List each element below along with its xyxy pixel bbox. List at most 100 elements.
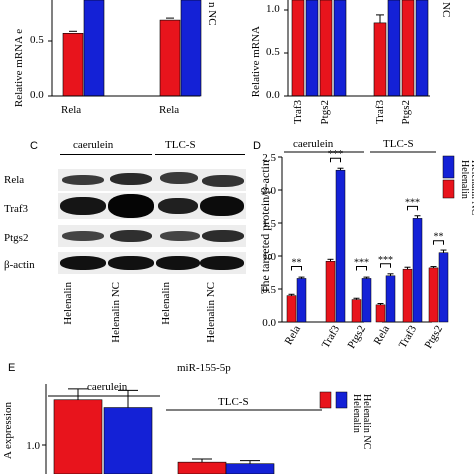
lane-label-4: Helenalin NC	[205, 282, 217, 343]
panel-b-cat-2: Traf3	[374, 100, 386, 125]
panel-e-chart: 1.0 caerulein TLC-S Helenalin Helenalin NC	[26, 381, 372, 474]
blot-band	[156, 256, 200, 270]
bar	[361, 278, 372, 323]
blot-band	[60, 256, 106, 270]
bar	[159, 19, 181, 97]
category-label: Traf3	[320, 323, 343, 350]
panel-a-tick-0: 0.5	[30, 34, 44, 46]
blot-band	[62, 231, 104, 241]
panel-d-letter: D	[253, 140, 261, 152]
lane-label-2: Helenalin NC	[110, 282, 122, 343]
panel-a-chart	[48, 0, 202, 97]
y-tick-label: 2.0	[262, 185, 276, 197]
significance-label: ***	[328, 149, 343, 160]
panel-c-group-caerulein-line	[60, 154, 152, 155]
significance-bracket	[433, 240, 444, 245]
category-label: Rela	[372, 323, 393, 347]
group-label-tlcs: TLC-S	[218, 396, 249, 408]
blot-band	[202, 175, 244, 187]
panel-b-cat-1: Ptgs2	[319, 100, 331, 125]
significance-label: ***	[405, 197, 420, 208]
legend-swatch-blue	[335, 391, 348, 409]
bar	[319, 0, 333, 97]
panel-b-legend-partial: NC	[440, 2, 452, 18]
y-tick-label: 1.0	[26, 440, 40, 452]
panel-b-tick-1: 0.5	[266, 46, 280, 58]
panel-c-letter: C	[30, 140, 38, 152]
bar	[53, 399, 103, 474]
bar	[438, 252, 449, 323]
legend-label-helenalin: Helenalin	[459, 160, 470, 199]
y-tick-label: 0.0	[262, 317, 276, 329]
panel-a-cat-1: Rela	[159, 104, 180, 116]
blot-band	[202, 230, 244, 242]
panel-e-letter: E	[8, 362, 16, 374]
bar	[385, 275, 396, 323]
blot-band	[108, 194, 154, 218]
bar	[375, 304, 386, 323]
legend-label-helenalin-nc: Helenalin NC	[361, 394, 372, 450]
legend-swatch-red	[442, 179, 455, 199]
y-tick-label: 1.0	[262, 251, 276, 263]
bar	[291, 0, 305, 97]
legend-swatch-blue	[442, 155, 455, 179]
bar	[351, 299, 362, 323]
significance-bracket	[407, 205, 418, 211]
blot-label-rela: Rela	[4, 174, 25, 186]
category-label: Traf3	[397, 323, 420, 350]
bar	[103, 407, 153, 474]
panel-c-group-caerulein: caerulein	[73, 139, 114, 151]
bar	[415, 0, 429, 97]
bar	[296, 278, 307, 323]
bar	[62, 32, 84, 97]
panel-e-title: miR-155-5p	[177, 362, 231, 374]
bar	[83, 0, 105, 97]
legend-label-helenalin: Helenalin	[351, 394, 362, 433]
panel-a-tick-1: 0.0	[30, 89, 44, 101]
blot-row-ptgs2	[58, 225, 246, 247]
significance-label: **	[434, 232, 444, 243]
blot-label-traf3: Traf3	[4, 203, 29, 215]
blot-band	[110, 230, 152, 242]
bar	[402, 268, 413, 323]
significance-bracket	[291, 265, 302, 271]
blot-band	[108, 256, 154, 270]
significance-label: **	[292, 257, 302, 268]
bar	[325, 261, 336, 323]
blot-band	[200, 196, 244, 216]
bar	[286, 295, 297, 323]
bar	[373, 22, 387, 97]
legend-label-helenalin-nc: Helenalin NC	[469, 160, 474, 216]
panel-c-group-tlcs: TLC-S	[165, 139, 196, 151]
category-label: Ptgs2	[422, 324, 445, 351]
group-label-caerulein: caerulein	[87, 381, 128, 393]
panel-b-cat-3: Ptgs2	[400, 100, 412, 125]
panel-b-tick-2: 0.0	[266, 89, 280, 101]
bar	[412, 218, 423, 323]
category-label: Ptgs2	[345, 324, 368, 351]
y-tick-label: 2.5	[262, 152, 276, 164]
panel-a-legend-partial: n NC	[206, 2, 218, 26]
panel-b-tick-0: 1.0	[266, 3, 280, 15]
blot-row-rela	[58, 169, 246, 191]
blot-label-ptgs2: Ptgs2	[4, 232, 29, 244]
lane-label-3: Helenalin	[160, 282, 172, 325]
bar	[428, 267, 439, 323]
bar	[225, 463, 275, 474]
significance-label: ***	[354, 257, 369, 268]
legend-swatch-red	[319, 391, 332, 409]
blot-band	[110, 173, 152, 185]
blot-band	[60, 197, 106, 215]
lane-label-1: Helenalin	[62, 282, 74, 325]
group-label-caerulein: caerulein	[293, 138, 334, 150]
blot-band	[158, 198, 198, 214]
y-tick-label: 0.5	[262, 284, 276, 296]
bar	[335, 169, 346, 323]
blot-band	[62, 175, 104, 185]
group-label-tlcs: TLC-S	[383, 138, 414, 150]
blot-row-beta-actin	[58, 252, 246, 274]
significance-bracket	[380, 263, 391, 268]
blot-band	[160, 231, 200, 241]
bar	[333, 0, 347, 97]
bar	[401, 0, 415, 97]
